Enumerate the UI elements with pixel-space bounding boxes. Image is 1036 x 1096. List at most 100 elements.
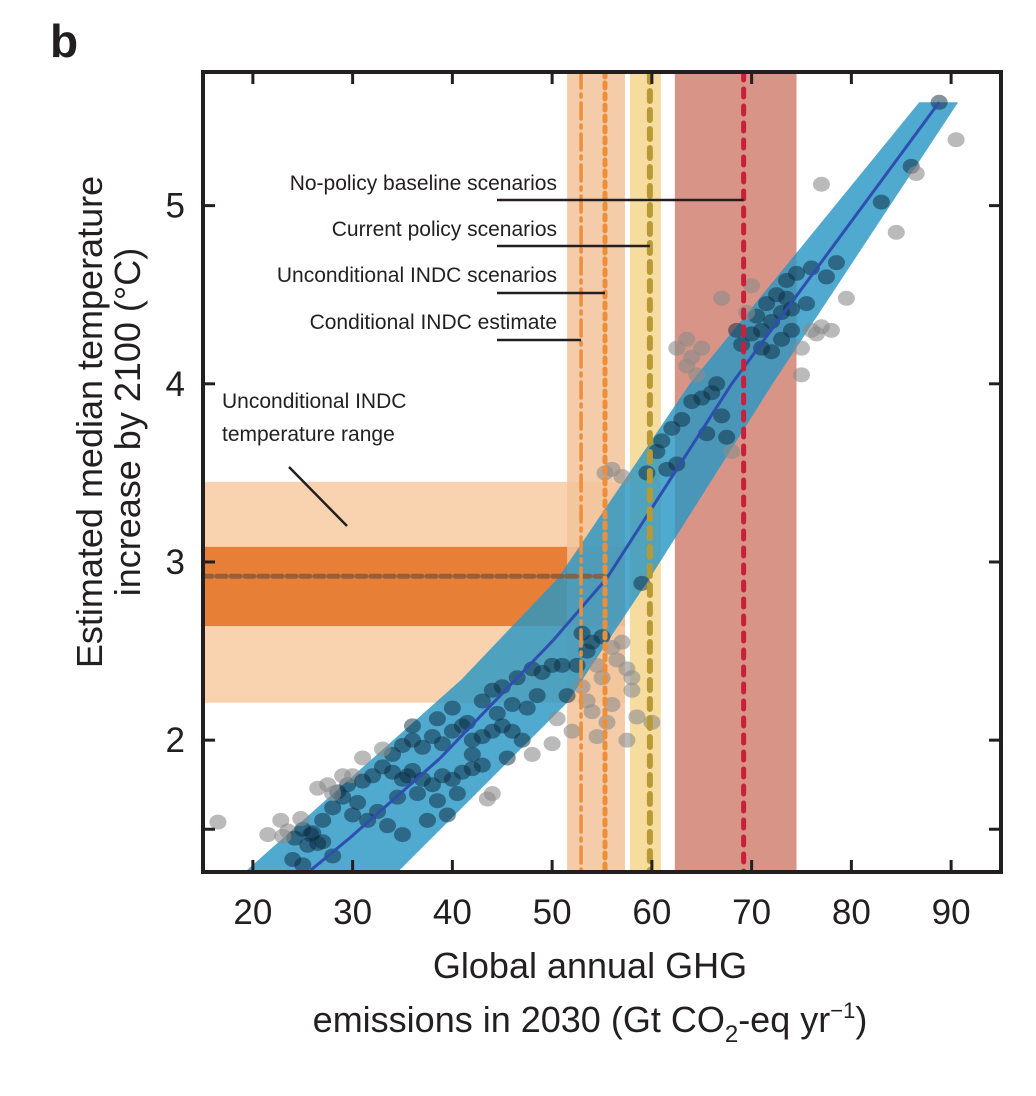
annotation-temp-range-line1: Unconditional INDC — [222, 390, 406, 413]
median-line — [309, 101, 941, 872]
x-axis-title-part2: -eq yr — [738, 999, 830, 1040]
scatter-point — [763, 344, 781, 360]
scatter-point — [523, 746, 541, 762]
scatter-point — [713, 408, 731, 424]
y-tick-label: 2 — [166, 721, 185, 760]
scatter-point — [473, 693, 491, 709]
scatter-point — [418, 812, 436, 828]
scatter-point — [563, 723, 581, 739]
scatter-point — [623, 682, 641, 698]
y-tick-label: 3 — [166, 543, 185, 582]
scatter-point — [299, 837, 317, 853]
x-tick-label: 90 — [932, 893, 971, 932]
plot-frame — [201, 70, 1003, 874]
scatter-point — [408, 786, 426, 802]
panel-label: b — [50, 15, 79, 67]
x-tick-label: 40 — [433, 893, 472, 932]
scatter-point — [324, 848, 342, 864]
scatter-point — [678, 331, 696, 347]
scatter-point — [548, 711, 566, 727]
scatter-point — [887, 224, 905, 240]
scatter-point — [743, 278, 761, 294]
scatter-point — [428, 793, 446, 809]
scatter-point — [488, 705, 506, 721]
scatter-point — [438, 807, 456, 823]
scatter-point — [653, 433, 671, 449]
scatter-point — [498, 750, 516, 766]
scatter-point — [947, 132, 965, 148]
scatter-point — [259, 827, 277, 843]
annotation-unconditional-indc: Unconditional INDC scenarios — [277, 264, 557, 287]
scatter-point — [588, 729, 606, 745]
scatter-point — [812, 176, 830, 192]
scatter-point — [613, 634, 631, 650]
scatter-point — [837, 290, 855, 306]
scatter-point — [483, 786, 501, 802]
x-axis-title-part3: ) — [855, 999, 867, 1040]
scatter-point — [593, 670, 611, 686]
scatter-point — [713, 290, 731, 306]
scatter-point — [483, 682, 501, 698]
scatter-point — [723, 444, 741, 460]
scatter-point — [503, 697, 521, 713]
scatter-point — [349, 795, 367, 811]
scatter-point — [354, 750, 372, 766]
scatter-point — [344, 807, 362, 823]
annotation-conditional-indc: Conditional INDC estimate — [310, 311, 557, 334]
annotation-baseline: No-policy baseline scenarios — [290, 172, 557, 195]
scatter-point — [588, 657, 606, 673]
scatter-point — [314, 812, 332, 828]
scatter-point — [603, 697, 621, 713]
scatter-point — [872, 194, 890, 210]
x-tick-label: 70 — [732, 893, 771, 932]
scatter-point — [788, 265, 806, 281]
x-tick-label: 50 — [533, 893, 572, 932]
scatter-point — [304, 825, 322, 841]
x-tick-label: 60 — [632, 893, 671, 932]
scatter-point — [292, 811, 310, 827]
axes: 20 30 40 50 60 70 80 90 2 3 4 5 — [166, 70, 1003, 932]
scatter-point — [209, 814, 227, 830]
scatter-point — [623, 670, 641, 686]
scatter-point — [324, 786, 342, 802]
scatter-point — [403, 718, 421, 734]
scatter-point — [583, 704, 601, 720]
annotations — [288, 198, 744, 527]
scatter-point — [628, 709, 646, 725]
scatter-point — [907, 166, 925, 182]
x-axis-title-superscript: −1 — [830, 998, 855, 1023]
scatter-point — [463, 746, 481, 762]
reference-lines — [203, 72, 941, 872]
scatter-point — [553, 657, 571, 673]
y-axis-title-line1: Estimated median temperature — [69, 176, 110, 668]
y-tick-label: 4 — [166, 365, 185, 404]
scatter-point — [433, 736, 451, 752]
scatter-point — [394, 827, 411, 843]
scatter-point — [294, 857, 312, 872]
scatter-point — [613, 468, 631, 484]
scatter-point — [738, 305, 756, 321]
scatter-point — [797, 296, 815, 312]
scatter-point — [374, 741, 392, 757]
scatter-point — [693, 340, 711, 356]
annotation-current-policy: Current policy scenarios — [332, 218, 557, 241]
scatter-point — [793, 340, 810, 356]
scatter-point — [274, 828, 292, 844]
scatter-point — [728, 322, 746, 338]
y-axis-title-line2: increase by 2100 (°C) — [107, 248, 148, 597]
y-tick-label: 5 — [166, 187, 185, 226]
x-axis-title-subscript: 2 — [725, 1021, 738, 1048]
scatter-point — [708, 376, 726, 392]
scatter-point — [673, 411, 691, 427]
scatter-point — [518, 700, 536, 716]
scatter-point — [528, 688, 546, 704]
scatter-point — [324, 800, 342, 816]
scatter-point — [448, 786, 466, 802]
scatter-point — [543, 736, 561, 752]
scatter-point — [513, 732, 531, 748]
scatter-point — [822, 322, 840, 338]
scatter-point — [817, 269, 835, 285]
scatter-point — [334, 768, 352, 784]
scatter-point — [718, 429, 736, 445]
